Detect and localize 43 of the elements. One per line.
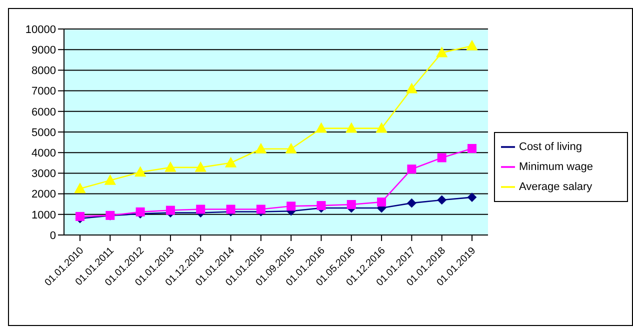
point — [74, 183, 86, 194]
y-tick-label: 5000 — [32, 126, 56, 139]
y-tick-label: 1000 — [32, 209, 56, 222]
y-tick-label: 8000 — [32, 65, 56, 78]
point — [226, 204, 236, 214]
point — [104, 174, 116, 185]
point — [376, 122, 388, 133]
point — [255, 143, 266, 154]
y-tick-label: 4000 — [32, 148, 56, 160]
point — [196, 204, 206, 214]
point — [468, 192, 476, 202]
y-tick-label: 3000 — [32, 168, 56, 180]
point — [225, 157, 236, 168]
y-tick-label: 9000 — [32, 44, 56, 57]
point — [437, 153, 446, 162]
y-tick-label: 0 — [50, 230, 56, 242]
y-tick-label: 10000 — [25, 24, 56, 36]
legend-label: Cost of living — [519, 141, 582, 153]
y-tick-label: 7000 — [32, 86, 56, 98]
point — [436, 47, 448, 58]
point — [466, 40, 478, 50]
point — [76, 212, 84, 221]
legend-label: Average salary — [519, 181, 592, 193]
legend-label: Minimum wage — [519, 161, 593, 173]
point — [316, 201, 326, 210]
point — [166, 206, 175, 215]
point — [286, 143, 297, 154]
point — [286, 202, 296, 211]
point — [437, 195, 446, 204]
point — [316, 122, 327, 133]
y-tick-label: 6000 — [32, 106, 56, 118]
point — [164, 162, 176, 172]
point — [407, 164, 416, 174]
point — [256, 204, 266, 214]
point — [406, 83, 418, 94]
point — [377, 198, 386, 207]
point — [134, 166, 146, 177]
point — [346, 200, 356, 210]
y-tick-label: 2000 — [32, 188, 56, 201]
point — [195, 162, 206, 172]
point — [407, 198, 416, 208]
point — [346, 122, 357, 133]
point — [468, 144, 476, 153]
